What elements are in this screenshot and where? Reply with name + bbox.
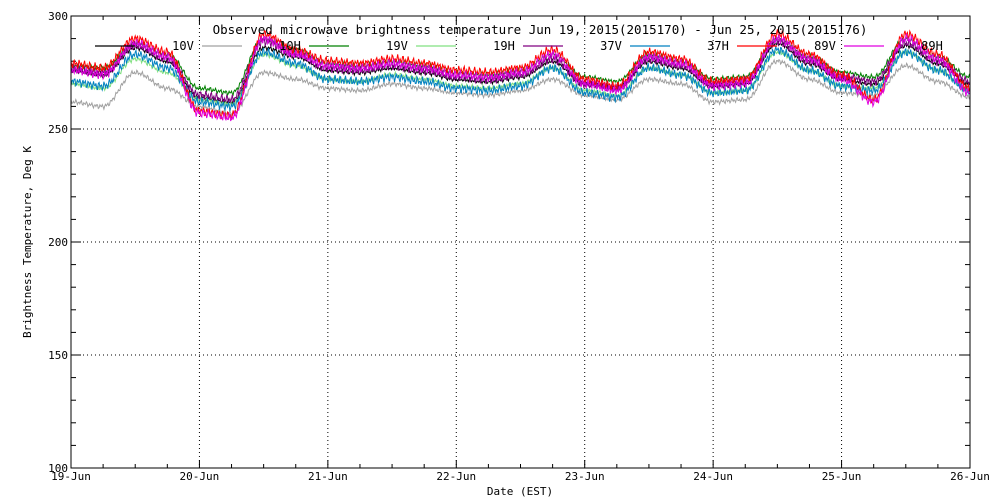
legend-label-37h: 37H [707,39,729,53]
x-tick-label: 26-Jun [950,470,990,483]
grid-lines [71,16,970,468]
tick-labels: 19-Jun 20-Jun 21-Jun 22-Jun 23-Jun 24-Jun 25-J… [48,10,990,483]
y-tick-label: 300 [48,10,68,23]
legend-label-10h: 10H [279,39,301,53]
legend-label-89v: 89V [814,39,836,53]
y-tick-label: 150 [48,349,68,362]
y-tick-label: 100 [48,462,68,475]
legend-label-19h: 19H [493,39,515,53]
series-lines [70,29,971,122]
x-tick-label: 23-Jun [565,470,605,483]
legend-label-37v: 37V [600,39,622,53]
x-tick-label: 21-Jun [308,470,348,483]
series-line-89h [70,32,971,122]
x-tick-label: 20-Jun [180,470,220,483]
legend: 10V 10H 19V 19H 37V 37H 89V 89H [95,39,943,53]
y-axis-label: Brightness Temperature, Deg K [21,146,34,338]
x-tick-label: 19-Jun [51,470,91,483]
x-tick-label: 24-Jun [693,470,733,483]
legend-label-19v: 19V [386,39,408,53]
x-tick-label: 25-Jun [822,470,862,483]
series-line-10h [70,58,971,117]
y-tick-label: 250 [48,123,68,136]
chart-title: Observed microwave brightness temperatur… [213,22,868,37]
legend-label-89h: 89H [921,39,943,53]
plot-frame [70,15,971,469]
legend-label-10v: 10V [172,39,194,53]
series-line-37h [70,46,971,112]
x-axis-label: Date (EST) [487,485,553,498]
y-tick-label: 200 [48,236,68,249]
series-line-37v [70,36,971,104]
x-tick-label: 22-Jun [436,470,476,483]
